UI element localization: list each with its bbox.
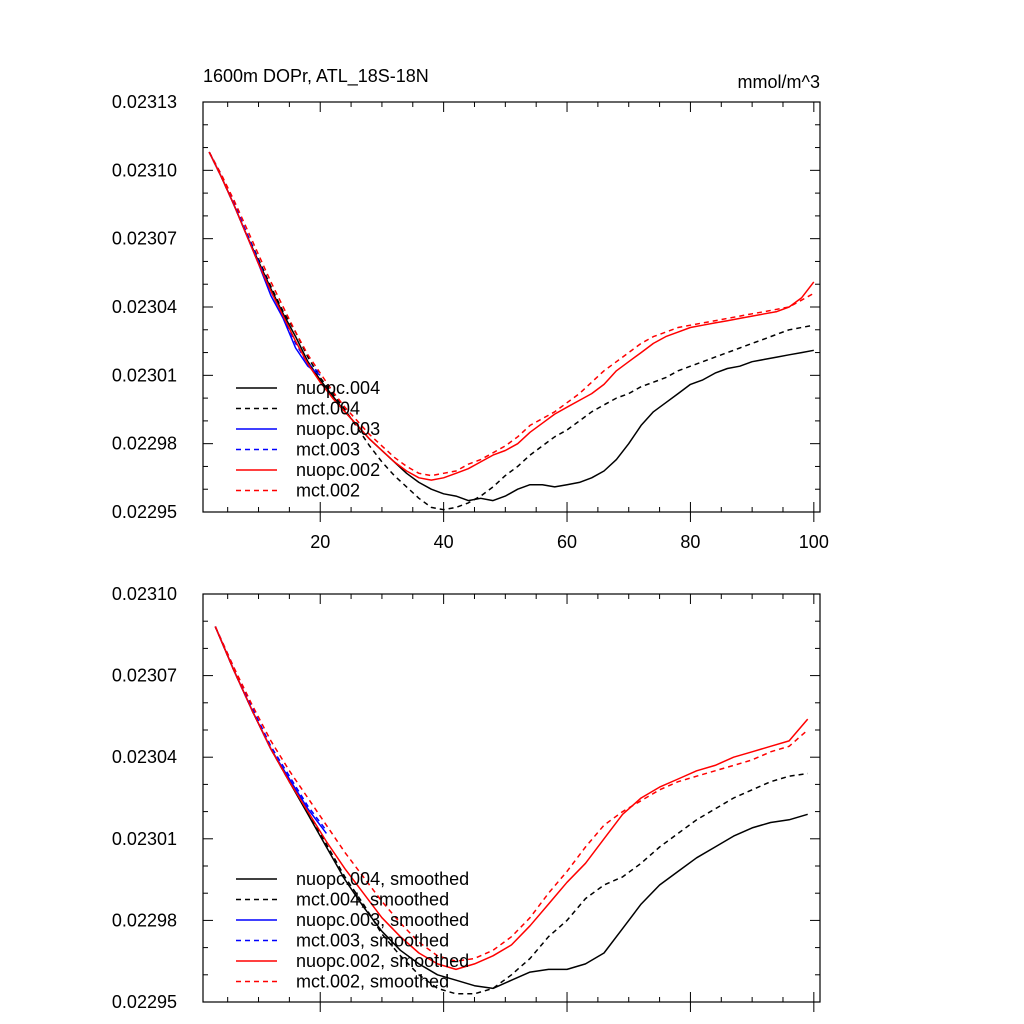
series-line <box>214 626 809 962</box>
series-line <box>208 151 815 481</box>
y-tick-label: 0.02310 <box>112 584 177 604</box>
y-tick-label: 0.02295 <box>112 502 177 522</box>
legend-label: mct.002, smoothed <box>296 972 449 992</box>
y-tick-label: 0.02298 <box>112 434 177 454</box>
figure-title: 1600m DOPr, ATL_18S-18N <box>203 66 429 87</box>
legend-label: nuopc.003 <box>296 419 380 439</box>
series-line <box>208 151 814 511</box>
x-tick-label: 40 <box>434 532 454 552</box>
y-tick-label: 0.02313 <box>112 92 177 112</box>
x-tick-label: 20 <box>310 532 330 552</box>
units-label: mmol/m^3 <box>738 72 820 92</box>
legend-label: nuopc.003, smoothed <box>296 910 469 930</box>
x-tick-label: 60 <box>557 532 577 552</box>
y-tick-label: 0.02307 <box>112 229 177 249</box>
y-tick-label: 0.02298 <box>112 910 177 930</box>
legend-label: nuopc.002, smoothed <box>296 951 469 971</box>
x-tick-label: 80 <box>680 532 700 552</box>
y-tick-label: 0.02301 <box>112 829 177 849</box>
legend-label: mct.003, smoothed <box>296 931 449 951</box>
legend-label: nuopc.002 <box>296 460 380 480</box>
y-tick-label: 0.02304 <box>112 747 177 767</box>
series-line <box>214 626 327 834</box>
y-tick-label: 0.02310 <box>112 160 177 180</box>
legend-label: mct.004, smoothed <box>296 890 449 910</box>
x-tick-label: 100 <box>799 532 829 552</box>
series-line <box>214 626 808 990</box>
plot-frame <box>202 593 821 1003</box>
legend-label: mct.002 <box>296 481 360 501</box>
series-line <box>214 626 809 971</box>
legend-label: nuopc.004, smoothed <box>296 869 469 889</box>
legend-label: nuopc.004 <box>296 378 380 398</box>
y-tick-label: 0.02307 <box>112 666 177 686</box>
y-tick-label: 0.02295 <box>112 992 177 1012</box>
legend-label: mct.004 <box>296 399 360 419</box>
panel-smoothed: 0.02295 0.02298 0.02301 0.02304 0.02307 0.023… <box>112 584 821 1012</box>
series-line <box>208 151 815 477</box>
legend-label: mct.003 <box>296 440 360 460</box>
panel-raw: 20 40 60 80 100 0.02295 0.02298 0.02301 0.02304 0… <box>112 92 829 552</box>
y-tick-label: 0.02301 <box>112 365 177 385</box>
series-line <box>214 626 327 832</box>
y-tick-label: 0.02304 <box>112 297 177 317</box>
